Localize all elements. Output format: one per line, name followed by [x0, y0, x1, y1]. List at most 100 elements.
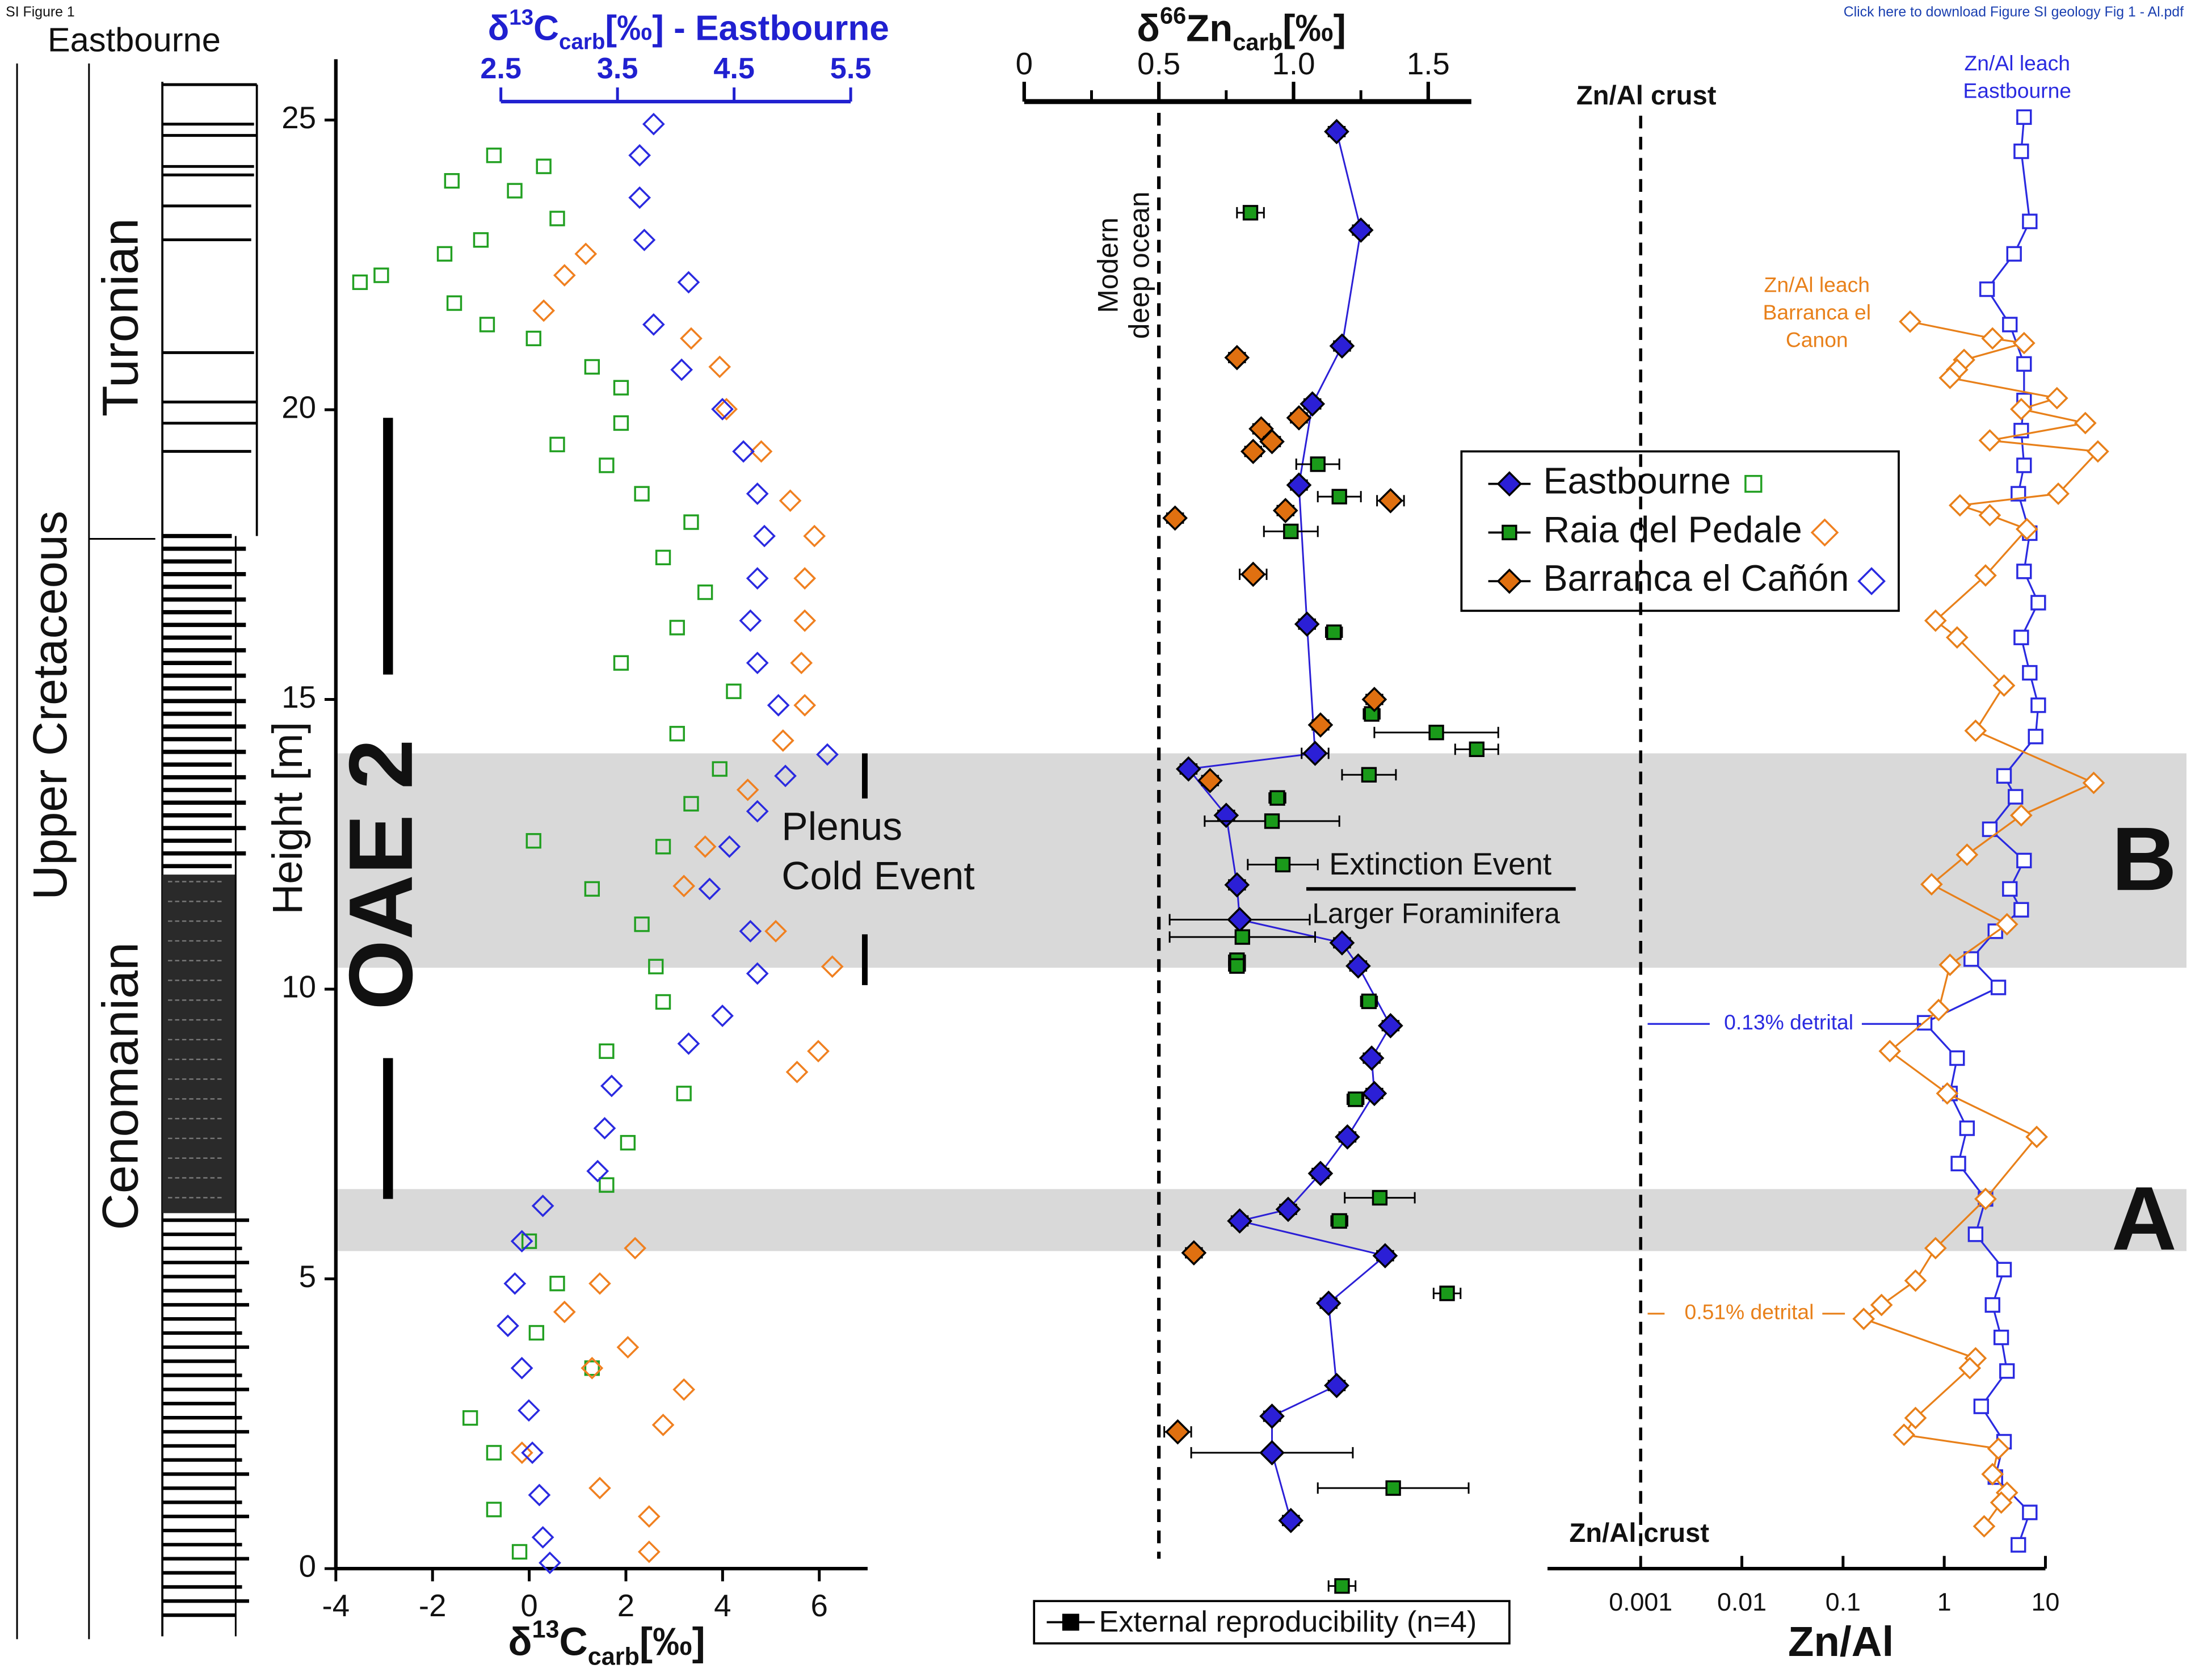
- data-point: [1240, 439, 1266, 464]
- data-point: [677, 1032, 700, 1055]
- data-point: [2010, 398, 2033, 421]
- data-point: [588, 1272, 611, 1295]
- data-point: [1936, 1082, 1959, 1105]
- column-dark: [162, 875, 236, 1213]
- data-point: [1995, 913, 2018, 936]
- data-point: [746, 962, 769, 985]
- data-point: [677, 271, 700, 294]
- data-point: [593, 1117, 616, 1140]
- reference-label: Zn/Al crust: [1569, 1518, 1709, 1548]
- data-point: [1259, 428, 1285, 455]
- data-point: [1224, 344, 1250, 371]
- data-point: [634, 486, 650, 502]
- series-label: Zn/Al leach: [1965, 51, 2070, 75]
- y-tick-label: 10: [281, 969, 316, 1004]
- era-label: Upper Cretaceous: [23, 511, 77, 900]
- data-point: [486, 1502, 502, 1518]
- x-tick-label: -2: [419, 1588, 447, 1623]
- data-point: [613, 380, 629, 396]
- data-point: [1275, 856, 1291, 873]
- data-point: [497, 1314, 519, 1338]
- data-point: [655, 994, 671, 1010]
- axis-title: δ13Ccarb[‰]: [508, 1616, 705, 1671]
- axis-title-part: δ: [508, 1620, 532, 1664]
- data-point: [620, 1134, 636, 1151]
- data-point: [816, 743, 839, 766]
- axis-title-part: Zn: [1186, 7, 1233, 49]
- data-point: [1302, 741, 1328, 766]
- data-point: [1950, 1155, 1966, 1172]
- data-point: [2016, 457, 2032, 473]
- data-point: [528, 1325, 545, 1341]
- data-point: [683, 796, 699, 812]
- x-tick-label: 0: [520, 1588, 537, 1623]
- data-point: [1372, 1189, 1388, 1206]
- data-point: [373, 267, 389, 283]
- data-point: [599, 1043, 615, 1059]
- data-point: [1428, 725, 1444, 741]
- data-point: [2006, 246, 2022, 262]
- data-point: [670, 358, 693, 381]
- data-point: [2011, 1537, 2026, 1553]
- axis-title-part: C: [533, 9, 559, 48]
- data-point: [436, 246, 453, 262]
- data-point: [1334, 1578, 1350, 1594]
- data-point: [539, 1551, 561, 1574]
- data-point: [1990, 980, 2007, 995]
- data-point: [486, 148, 502, 163]
- data-point: [525, 330, 541, 347]
- event-label: Cold Event: [781, 854, 974, 898]
- data-point: [1310, 456, 1326, 472]
- data-point: [352, 274, 368, 291]
- data-point: [693, 835, 717, 858]
- data-point: [1987, 1437, 2010, 1460]
- data-point: [736, 778, 759, 801]
- data-point: [2010, 804, 2033, 827]
- data-point: [1361, 767, 1377, 783]
- data-point: [1359, 1045, 1385, 1071]
- data-point: [712, 761, 727, 777]
- data-point: [479, 317, 495, 333]
- data-point: [1275, 1196, 1301, 1222]
- x2-tick-label: 4.5: [713, 52, 755, 85]
- download-link[interactable]: Click here to download Figure SI geology…: [1844, 5, 2184, 20]
- data-point: [1165, 1419, 1191, 1445]
- data-point: [2008, 789, 2024, 805]
- data-point: [581, 1356, 604, 1380]
- legend-marker: [1857, 567, 1886, 595]
- data-point: [2087, 440, 2109, 463]
- data-point: [2016, 109, 2032, 125]
- data-point: [726, 683, 742, 699]
- x-tick-label: 6: [811, 1588, 828, 1623]
- data-point: [793, 693, 817, 717]
- data-point: [1924, 1237, 1947, 1260]
- data-point: [750, 440, 773, 463]
- legend-label: Barranca el Cañón: [1544, 558, 1849, 599]
- band-label: A: [2112, 1168, 2177, 1269]
- x-tick-label: 0.001: [1609, 1588, 1672, 1616]
- axis-title: δ13Ccarb[‰] - Eastbourne: [488, 5, 889, 54]
- data-point: [1315, 1291, 1342, 1316]
- y-tick-label: 20: [281, 389, 316, 424]
- data-point: [2013, 143, 2029, 159]
- data-point: [1973, 1398, 1989, 1414]
- data-point: [1272, 498, 1298, 523]
- axis-title-part: 13: [532, 1616, 560, 1643]
- data-point: [1335, 1124, 1360, 1150]
- data-point: [764, 920, 787, 943]
- data-point: [1286, 472, 1312, 498]
- axis-title-part: [‰]: [1282, 7, 1346, 49]
- data-point: [624, 1237, 647, 1260]
- data-point: [1981, 327, 2004, 350]
- data-point: [807, 1040, 830, 1063]
- data-point: [2030, 697, 2046, 713]
- data-point: [1973, 1515, 1996, 1538]
- data-point: [774, 764, 797, 788]
- series-label: Barranca el: [1763, 300, 1871, 324]
- axis-title: δ66Zncarb[‰]: [1137, 2, 1346, 56]
- data-point: [1331, 489, 1347, 505]
- axis-title-part: carb: [588, 1643, 640, 1671]
- data-point: [1300, 391, 1326, 417]
- x-tick-label: 1: [1937, 1588, 1952, 1616]
